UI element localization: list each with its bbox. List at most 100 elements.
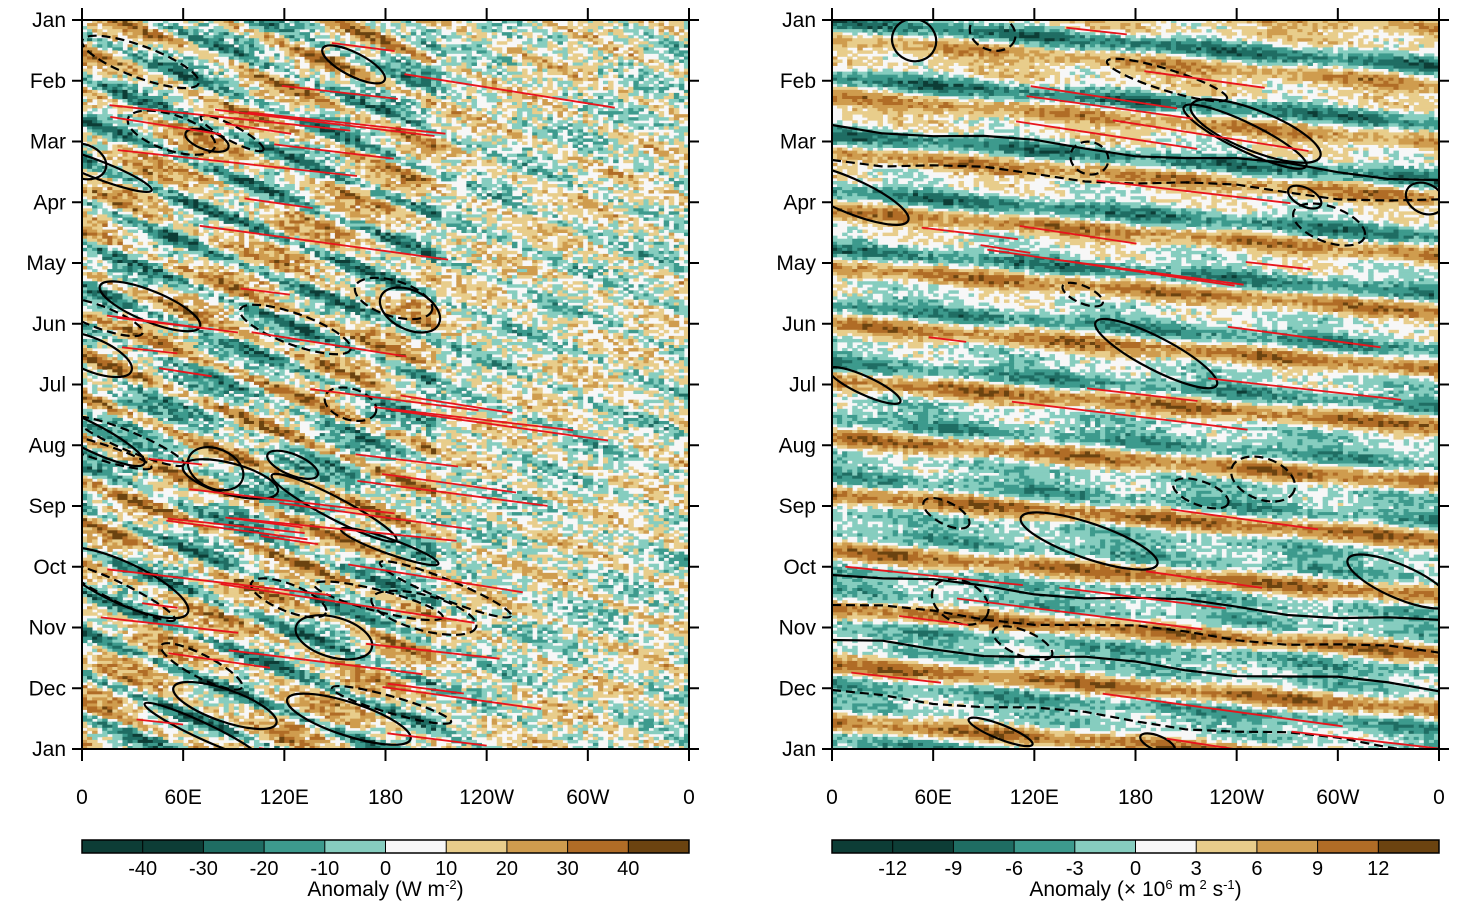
heatmap-cell <box>592 184 599 188</box>
heatmap-cell <box>102 80 128 85</box>
heatmap-cell <box>567 117 574 121</box>
heatmap-cell <box>132 247 139 252</box>
heatmap-cell <box>188 129 194 133</box>
heatmap-cell <box>643 241 654 246</box>
heatmap-cell <box>87 123 103 127</box>
heatmap-cell <box>183 205 189 209</box>
heatmap-cell <box>511 174 518 179</box>
heatmap-cell <box>557 190 563 194</box>
heatmap-cell <box>395 53 402 57</box>
heatmap-cell <box>208 184 214 188</box>
heatmap-cell <box>269 247 275 252</box>
heatmap-cell <box>547 156 553 161</box>
heatmap-cell <box>294 162 300 167</box>
heatmap-cell <box>117 20 123 24</box>
heatmap-cell <box>218 47 225 51</box>
heatmap-cell <box>547 83 553 88</box>
heatmap-cell <box>415 123 422 127</box>
heatmap-cell <box>345 120 351 124</box>
heatmap-cell <box>613 26 619 30</box>
heatmap-cell <box>324 29 331 33</box>
heatmap-cell <box>259 174 265 179</box>
heatmap-cell <box>638 138 644 142</box>
heatmap-cell <box>92 226 103 230</box>
heatmap-cell <box>233 196 240 200</box>
heatmap-cell <box>355 95 361 100</box>
heatmap-cell <box>577 168 584 173</box>
heatmap-cell <box>683 117 689 121</box>
heatmap-cell <box>410 238 417 243</box>
heatmap-cell <box>582 196 589 200</box>
heatmap-cell <box>506 120 513 124</box>
heatmap-cell <box>213 162 225 167</box>
heatmap-cell <box>456 117 462 121</box>
heatmap-cell <box>102 211 113 215</box>
heatmap-cell <box>173 162 179 167</box>
heatmap-cell <box>289 205 295 209</box>
heatmap-cell <box>511 159 518 164</box>
heatmap-cell <box>486 199 493 203</box>
heatmap-cell <box>587 20 594 24</box>
heatmap-cell <box>613 38 629 42</box>
heatmap-cell <box>299 53 305 57</box>
heatmap-cell <box>304 138 311 142</box>
heatmap-cell <box>178 214 184 218</box>
heatmap-cell <box>147 105 159 109</box>
heatmap-cell <box>668 159 680 164</box>
heatmap-cell <box>425 232 447 237</box>
heatmap-cell <box>324 41 331 45</box>
heatmap-cell <box>638 205 654 209</box>
heatmap-cell <box>289 95 295 100</box>
heatmap-cell <box>532 141 543 145</box>
heatmap-cell <box>668 202 675 206</box>
heatmap-cell <box>613 214 619 218</box>
heatmap-cell <box>102 241 108 246</box>
heatmap-cell <box>350 190 371 194</box>
heatmap-cell <box>117 144 123 148</box>
heatmap-cell <box>284 223 295 227</box>
heatmap-cell <box>107 29 123 33</box>
heatmap-cell <box>420 108 427 112</box>
heatmap-cell <box>380 26 386 30</box>
heatmap-cell <box>441 105 447 109</box>
heatmap-cell <box>466 193 472 197</box>
heatmap-cell <box>395 147 412 152</box>
heatmap-cell <box>324 226 331 230</box>
heatmap-cell <box>132 83 139 88</box>
heatmap-cell <box>87 129 93 133</box>
heatmap-cell <box>592 80 599 85</box>
heatmap-cell <box>683 23 689 27</box>
heatmap-cell <box>324 229 336 234</box>
heatmap-cell <box>446 168 452 173</box>
heatmap-cell <box>557 250 563 255</box>
heatmap-cell <box>517 44 523 48</box>
heatmap-cell <box>461 162 467 167</box>
heatmap-cell <box>542 68 548 73</box>
heatmap-cell <box>375 162 386 167</box>
heatmap-cell <box>147 120 154 124</box>
heatmap-cell <box>486 68 498 73</box>
heatmap-cell <box>208 250 214 255</box>
heatmap-cell <box>582 153 589 158</box>
heatmap-cell <box>279 193 285 197</box>
heatmap-cell <box>552 132 558 136</box>
heatmap-cell <box>668 187 675 191</box>
heatmap-cell <box>360 26 366 30</box>
heatmap-cell <box>117 111 123 115</box>
heatmap-cell <box>132 220 149 224</box>
heatmap-cell <box>162 98 184 103</box>
heatmap-cell <box>496 95 503 100</box>
heatmap-cell <box>284 220 290 224</box>
heatmap-cell <box>264 71 270 76</box>
heatmap-cell <box>339 165 356 170</box>
heatmap-cell <box>582 35 589 39</box>
heatmap-cell <box>102 235 113 240</box>
heatmap-cell <box>522 120 528 124</box>
heatmap-cell <box>248 138 255 142</box>
heatmap-cell <box>193 238 199 243</box>
heatmap-cell <box>385 102 391 106</box>
heatmap-cell <box>506 35 513 39</box>
heatmap-cell <box>274 62 290 66</box>
heatmap-cell <box>405 205 417 209</box>
heatmap-cell <box>223 20 230 24</box>
